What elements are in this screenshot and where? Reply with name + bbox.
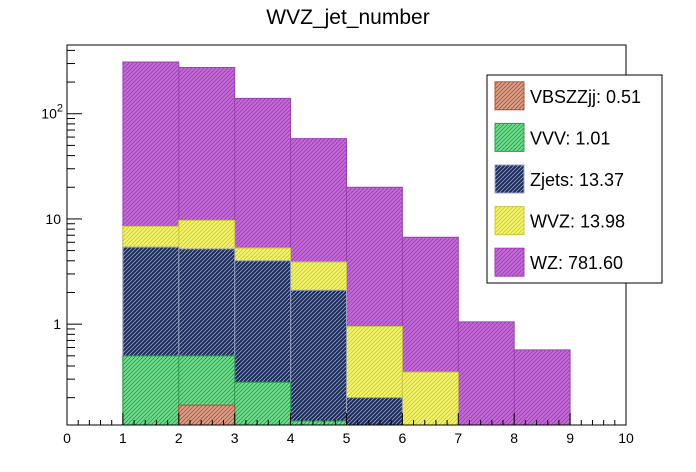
legend-swatch-wvz	[494, 206, 525, 236]
x-tick-label: 4	[287, 430, 295, 446]
y-tick-label: 102	[41, 103, 63, 122]
outline-wvz	[122, 219, 459, 425]
outline-zjets	[122, 246, 403, 425]
outline-vvv	[122, 355, 347, 425]
y-tick-label: 1	[53, 316, 61, 332]
x-tick-label: 9	[566, 430, 574, 446]
legend-label-wz: WZ: 781.60	[530, 253, 623, 273]
outline-wz	[122, 61, 571, 425]
histogram-bars	[122, 61, 571, 426]
chart-title: WVZ_jet_number	[266, 6, 429, 29]
legend-swatch-vbszzjj	[494, 81, 525, 111]
x-tick-label: 6	[399, 430, 407, 446]
bar-wvz-bin-6	[402, 372, 459, 425]
x-tick-label: 8	[510, 430, 518, 446]
legend-swatch-wz	[494, 247, 525, 277]
legend-label-wvz: WVZ: 13.98	[530, 212, 625, 232]
legend-swatch-zjets	[494, 164, 525, 194]
x-tick-label: 0	[63, 430, 71, 446]
bar-vvv-bin-1	[122, 355, 179, 425]
bar-wz-bin-7	[458, 321, 515, 425]
bar-wz-bin-8	[514, 349, 571, 425]
bar-zjets-bin-4	[290, 290, 347, 425]
legend-swatch-vvv	[494, 122, 525, 152]
bar-vvv-bin-4	[290, 421, 347, 425]
x-tick-label: 5	[343, 430, 351, 446]
legend-label-vvv: VVV: 1.01	[530, 128, 610, 148]
legend-label-zjets: Zjets: 13.37	[530, 170, 624, 190]
x-tick-label: 10	[618, 430, 634, 446]
x-tick-label: 3	[231, 430, 239, 446]
x-tick-label: 7	[454, 430, 462, 446]
legend-label-vbszzjj: VBSZZjj: 0.51	[530, 87, 641, 107]
axes: 0 1 2 3 4 5 6 7 8 9 10 1 10 102	[41, 44, 634, 446]
bar-zjets-bin-5	[346, 397, 403, 425]
bar-vvv-bin-3	[234, 382, 291, 425]
x-tick-label: 1	[119, 430, 127, 446]
bar-vbszzjj-bin-2	[178, 405, 235, 425]
legend: VBSZZjj: 0.51 VVV: 1.01 Zjets: 13.37 WVZ: 1…	[486, 74, 663, 284]
y-tick-label: 10	[45, 211, 61, 227]
x-tick-label: 2	[175, 430, 183, 446]
